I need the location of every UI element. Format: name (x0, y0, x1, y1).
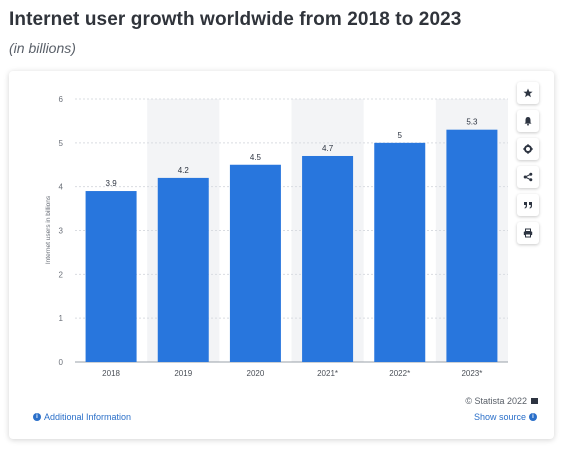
star-icon (523, 88, 533, 98)
statista-credit[interactable]: © Statista 2022 (465, 396, 538, 406)
chart-subtitle: (in billions) (9, 40, 76, 56)
x-tick-label: 2023* (461, 369, 482, 378)
data-label: 4.2 (178, 166, 190, 175)
chart-title: Internet user growth worldwide from 2018… (9, 9, 462, 30)
print-icon (523, 228, 533, 238)
share-button[interactable] (517, 166, 539, 188)
y-tick-label: 6 (59, 95, 64, 104)
x-tick-label: 2019 (174, 369, 192, 378)
notification-button[interactable] (517, 110, 539, 132)
y-tick-label: 4 (59, 183, 64, 192)
y-tick-label: 1 (59, 314, 64, 323)
show-source-link[interactable]: Show source i (474, 412, 537, 422)
chart-toolbar (517, 82, 539, 250)
data-label: 4.5 (250, 153, 262, 162)
info-icon: i (33, 413, 41, 421)
bar (446, 129, 498, 362)
settings-button[interactable] (517, 138, 539, 160)
cite-button[interactable] (517, 194, 539, 216)
bar (85, 191, 137, 362)
additional-information-label: Additional Information (44, 412, 132, 422)
y-tick-label: 0 (59, 358, 64, 367)
x-tick-label: 2020 (247, 369, 265, 378)
data-label: 3.9 (106, 179, 118, 188)
x-tick-label: 2022* (389, 369, 410, 378)
share-icon (523, 172, 533, 182)
bell-icon (524, 117, 532, 126)
credit-text: © Statista 2022 (465, 396, 527, 406)
quote-icon (524, 202, 532, 209)
additional-information-link[interactable]: i Additional Information (33, 412, 131, 422)
bar (229, 164, 281, 362)
y-tick-label: 3 (59, 227, 64, 236)
gear-icon (523, 144, 533, 154)
info-icon: i (529, 413, 537, 421)
data-label: 5.3 (466, 118, 478, 127)
y-axis-label: Internet users in billions (45, 195, 52, 264)
bar (374, 142, 426, 362)
bar (157, 177, 209, 362)
x-tick-label: 2018 (102, 369, 120, 378)
data-label: 4.7 (322, 144, 334, 153)
y-tick-label: 2 (59, 270, 64, 279)
bar (302, 155, 354, 362)
x-tick-label: 2021* (317, 369, 338, 378)
data-label: 5 (398, 131, 403, 140)
show-source-label: Show source (473, 412, 526, 422)
favorite-button[interactable] (517, 82, 539, 104)
flag-icon (531, 398, 538, 404)
y-tick-label: 5 (59, 139, 64, 148)
print-button[interactable] (517, 222, 539, 244)
